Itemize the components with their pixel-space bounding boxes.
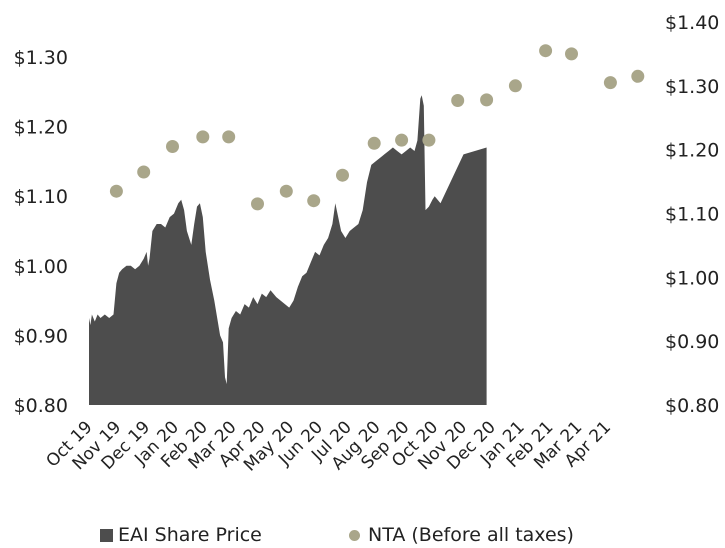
nta-point [109,184,123,198]
right-tick-label: $1.10 [665,204,719,226]
left-tick-label: $1.10 [14,186,68,208]
nta-point [480,93,494,107]
left-tick-label: $0.90 [14,325,68,347]
nta-point [367,136,381,150]
left-y-axis: $1.30 $1.20 $1.10 $1.00 $0.90 $0.80 [14,47,68,417]
nta-point [539,44,553,58]
left-tick-label: $1.20 [14,117,68,139]
right-tick-label: $1.20 [665,140,719,162]
share-price-area [89,95,487,406]
nta-point [336,168,349,182]
nta-point [166,140,179,153]
nta-point [508,79,522,93]
nta-swatch [349,529,360,541]
nta-point [196,130,210,144]
nta-point [422,133,436,147]
nta-point [565,47,578,61]
legend-label-nta: NTA (Before all taxes) [368,524,574,546]
nta-point [395,133,409,147]
legend-nta: NTA (Before all taxes) [349,522,574,548]
nta-point [307,194,321,208]
legend-share-price: EAI Share Price [100,522,262,548]
right-tick-label: $0.90 [665,331,719,353]
left-tick-label: $1.30 [14,47,68,69]
left-tick-label: $0.80 [14,395,68,417]
left-tick-label: $1.00 [14,256,68,278]
right-tick-label: $1.40 [665,12,719,34]
right-tick-label: $1.00 [665,267,719,289]
plot-area [89,44,645,406]
nta-point [222,130,236,144]
nta-point [603,76,617,90]
nta-point [137,165,151,179]
legend-label-share-price: EAI Share Price [118,524,262,546]
right-tick-label: $0.80 [665,395,719,417]
nta-point [279,184,293,198]
share-price-swatch [100,528,113,542]
nta-point [631,69,645,83]
right-tick-label: $1.30 [665,76,719,98]
right-y-axis: $1.40 $1.30 $1.20 $1.10 $1.00 $0.90 $0.80 [665,12,719,417]
nta-point [451,94,465,107]
nta-point [251,197,264,211]
